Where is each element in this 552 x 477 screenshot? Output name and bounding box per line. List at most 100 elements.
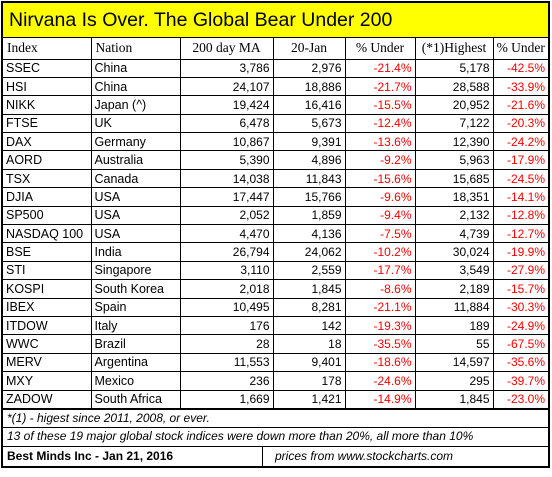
spreadsheet: Nirvana Is Over. The Global Bear Under 2… — [1, 1, 550, 468]
cell-nation: Singapore — [90, 260, 181, 281]
cell-pct-under-ma: -9.2% — [344, 150, 416, 170]
cell-pct-under-high: -19.9% — [492, 242, 548, 262]
cell-highest: 3,549 — [414, 260, 494, 281]
cell-jan20: 18 — [272, 334, 346, 354]
cell-pct-under-ma: -15.6% — [344, 168, 416, 189]
cell-highest: 30,024 — [414, 242, 494, 262]
header-20-jan: 20-Jan — [272, 38, 346, 60]
table-row: AORD Australia 5,390 4,896 -9.2% 5,963 -17.9% — [3, 150, 548, 170]
cell-highest: 2,189 — [414, 279, 494, 299]
cell-jan20: 5,673 — [272, 113, 346, 134]
cell-pct-under-high: -67.5% — [492, 334, 548, 354]
cell-pct-under-high: -12.7% — [492, 224, 548, 244]
cell-index: DJIA — [3, 187, 92, 207]
header-200-day-ma: 200 day MA — [179, 38, 274, 60]
cell-ma200: 26,794 — [179, 242, 274, 262]
table-row: WWC Brazil 28 18 -35.5% 55 -67.5% — [3, 334, 548, 354]
cell-pct-under-high: -12.8% — [492, 205, 548, 226]
table-row: MXY Mexico 236 178 -24.6% 295 -39.7% — [3, 371, 548, 391]
cell-pct-under-ma: -12.4% — [344, 113, 416, 134]
cell-nation: China — [90, 76, 181, 97]
cell-ma200: 3,110 — [179, 260, 274, 281]
cell-highest: 295 — [414, 371, 494, 391]
cell-index: NIKK — [3, 95, 92, 115]
cell-jan20: 2,559 — [272, 260, 346, 281]
cell-highest: 7,122 — [414, 113, 494, 134]
table-row: NIKK Japan (^) 19,424 16,416 -15.5% 20,952 -21… — [3, 95, 548, 115]
table-row: STI Singapore 3,110 2,559 -17.7% 3,549 -27.9% — [3, 260, 548, 281]
cell-index: HSI — [3, 76, 92, 97]
header-highest: (*1)Highest — [414, 38, 494, 60]
table-row: TSX Canada 14,038 11,843 -15.6% 15,685 -24.5% — [3, 168, 548, 189]
header-pct-under-ma: % Under — [344, 38, 416, 60]
cell-ma200: 10,867 — [179, 132, 274, 152]
cell-highest: 2,132 — [414, 205, 494, 226]
cell-index: STI — [3, 260, 92, 281]
cell-pct-under-ma: -8.6% — [344, 279, 416, 299]
cell-index: ZADOW — [3, 389, 92, 409]
cell-pct-under-high: -17.9% — [492, 150, 548, 170]
cell-nation: Spain — [90, 297, 181, 317]
cell-pct-under-ma: -9.6% — [344, 187, 416, 207]
cell-ma200: 2,018 — [179, 279, 274, 299]
cell-nation: Argentina — [90, 352, 181, 373]
cell-index: FTSE — [3, 113, 92, 134]
cell-jan20: 9,401 — [272, 352, 346, 373]
table-row: DJIA USA 17,447 15,766 -9.6% 18,351 -14.1% — [3, 187, 548, 207]
cell-index: MXY — [3, 371, 92, 391]
cell-ma200: 1,669 — [179, 389, 274, 409]
cell-index: WWC — [3, 334, 92, 354]
summary-note: 13 of these 19 major global stock indice… — [3, 427, 548, 446]
cell-ma200: 6,478 — [179, 113, 274, 134]
cell-ma200: 236 — [179, 371, 274, 391]
cell-ma200: 5,390 — [179, 150, 274, 170]
cell-pct-under-high: -21.6% — [492, 95, 548, 115]
cell-pct-under-high: -23.0% — [492, 389, 548, 409]
footer: Best Minds Inc - Jan 21, 2016 prices fro… — [3, 445, 548, 466]
cell-highest: 189 — [414, 315, 494, 336]
cell-nation: USA — [90, 224, 181, 244]
cell-highest: 15,685 — [414, 168, 494, 189]
cell-ma200: 28 — [179, 334, 274, 354]
cell-jan20: 9,391 — [272, 132, 346, 152]
cell-jan20: 8,281 — [272, 297, 346, 317]
cell-pct-under-high: -42.5% — [492, 58, 548, 78]
cell-ma200: 14,038 — [179, 168, 274, 189]
table-row: SP500 USA 2,052 1,859 -9.4% 2,132 -12.8% — [3, 205, 548, 226]
cell-pct-under-high: -33.9% — [492, 76, 548, 97]
cell-ma200: 176 — [179, 315, 274, 336]
cell-jan20: 1,845 — [272, 279, 346, 299]
cell-pct-under-ma: -14.9% — [344, 389, 416, 409]
notes: *(1) - higest since 2011, 2008, or ever.… — [3, 408, 548, 446]
cell-pct-under-ma: -21.7% — [344, 76, 416, 97]
cell-index: TSX — [3, 168, 92, 189]
cell-jan20: 4,136 — [272, 224, 346, 244]
cell-nation: Italy — [90, 315, 181, 336]
cell-index: IBEX — [3, 297, 92, 317]
header-nation: Nation — [90, 38, 181, 60]
cell-nation: USA — [90, 187, 181, 207]
cell-index: KOSPI — [3, 279, 92, 299]
cell-highest: 14,597 — [414, 352, 494, 373]
cell-highest: 55 — [414, 334, 494, 354]
cell-nation: South Korea — [90, 279, 181, 299]
cell-highest: 20,952 — [414, 95, 494, 115]
cell-index: NASDAQ 100 — [3, 224, 92, 244]
cell-nation: South Africa — [90, 389, 181, 409]
cell-ma200: 3,786 — [179, 58, 274, 78]
cell-nation: UK — [90, 113, 181, 134]
cell-nation: India — [90, 242, 181, 262]
cell-jan20: 1,421 — [272, 389, 346, 409]
cell-highest: 11,884 — [414, 297, 494, 317]
cell-pct-under-high: -24.2% — [492, 132, 548, 152]
cell-index: DAX — [3, 132, 92, 152]
cell-ma200: 17,447 — [179, 187, 274, 207]
cell-ma200: 11,553 — [179, 352, 274, 373]
cell-jan20: 15,766 — [272, 187, 346, 207]
cell-highest: 5,178 — [414, 58, 494, 78]
cell-nation: Japan (^) — [90, 95, 181, 115]
cell-pct-under-ma: -21.4% — [344, 58, 416, 78]
cell-pct-under-high: -24.9% — [492, 315, 548, 336]
cell-pct-under-high: -14.1% — [492, 187, 548, 207]
credit-text: Best Minds Inc - Jan 21, 2016 — [3, 446, 263, 466]
